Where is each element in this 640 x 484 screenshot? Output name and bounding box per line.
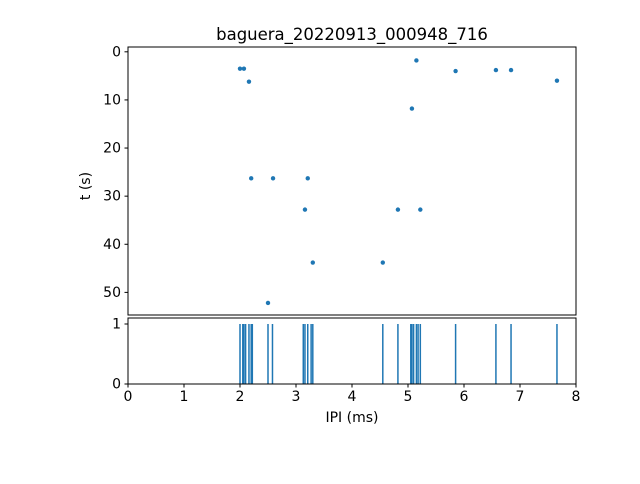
y-tick-label: 20 [103, 141, 121, 157]
x-tick-label: 6 [460, 389, 469, 405]
scatter-point [305, 176, 310, 181]
x-tick-label: 2 [236, 389, 245, 405]
scatter-point [302, 207, 308, 212]
scatter-point [414, 58, 419, 63]
y-axis-label: t (s) [78, 172, 94, 200]
y-tick-label: 0 [112, 44, 121, 60]
spike-series [239, 324, 558, 384]
x-axis-label: IPI (ms) [325, 410, 378, 426]
scatter-point [249, 176, 254, 181]
y-tick-label: 10 [103, 92, 121, 108]
chart-title: baguera_20220913_000948_716 [216, 25, 488, 45]
bottom-axes-spine [127, 317, 577, 385]
scatter-point [237, 66, 243, 71]
y-tick-label: 0 [112, 377, 121, 393]
x-tick-label: 7 [516, 389, 525, 405]
scatter-point [310, 260, 315, 265]
scatter-point [493, 67, 499, 73]
x-tick-label: 1 [180, 389, 189, 405]
scatter-point [508, 67, 514, 73]
scatter-point [241, 66, 247, 71]
scatter-point [265, 300, 271, 306]
scatter-point [246, 79, 252, 84]
scatter-series [237, 58, 560, 306]
y-tick-label: 50 [103, 285, 121, 301]
x-tick-label: 8 [572, 389, 581, 405]
axis-ticks: 0 1 2 3 4 5 6 7 8 0 10 20 30 40 50 0 1 [103, 44, 580, 405]
scatter-point [418, 207, 423, 212]
scatter-point [409, 106, 415, 111]
scatter-point [395, 207, 401, 212]
x-tick-label: 3 [292, 389, 301, 405]
x-tick-label: 4 [348, 389, 357, 405]
scatter-point [270, 176, 276, 181]
scatter-point [453, 68, 458, 74]
y-tick-label: 1 [112, 317, 121, 333]
scatter-point [380, 260, 385, 265]
x-tick-label: 5 [404, 389, 413, 405]
x-tick-label: 0 [124, 389, 133, 405]
top-axes-spine [127, 46, 577, 316]
scatter-point [554, 78, 560, 83]
y-tick-label: 30 [103, 189, 121, 205]
y-tick-label: 40 [103, 237, 121, 253]
